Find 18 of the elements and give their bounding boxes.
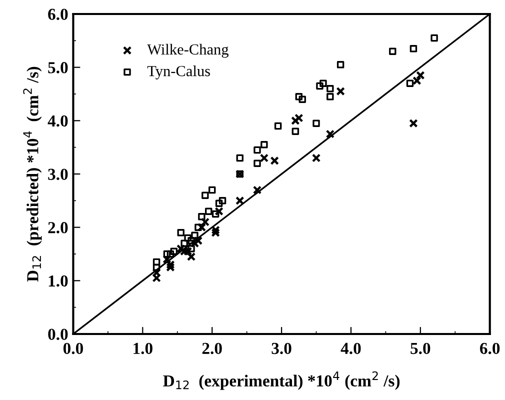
- legend-label: Wilke-Chang: [147, 44, 229, 58]
- x-axis-title: D$_{12}$ (experimental) *10$^{4}$ (cm$^{2}$ /s): [163, 371, 400, 390]
- x-tick-label: 3.0: [272, 342, 292, 354]
- x-tick-label: 4.0: [340, 342, 361, 354]
- x-tick-label: 0.0: [63, 342, 84, 354]
- x-tick-label: 5.0: [410, 342, 430, 354]
- y-tick-label: 6.0: [48, 8, 68, 20]
- legend-label: Tyn-Calus: [147, 65, 210, 80]
- x-tick-label: 6.0: [480, 342, 500, 354]
- y-axis-title: D$_{12}$ (predicted) *10$^{4}$ (cm$^{2}$ /s): [23, 66, 42, 282]
- y-tick-label: 5.0: [48, 62, 68, 74]
- y-tick-label: 1.0: [48, 275, 68, 287]
- x-tick-label: 2.0: [202, 342, 222, 354]
- y-tick-label: 2.0: [48, 222, 68, 234]
- y-tick-label: 0.0: [48, 328, 68, 340]
- x-tick-label: 1.0: [134, 342, 152, 354]
- y-tick-label: 3.0: [48, 168, 68, 180]
- y-tick-label: 4.0: [48, 115, 68, 127]
